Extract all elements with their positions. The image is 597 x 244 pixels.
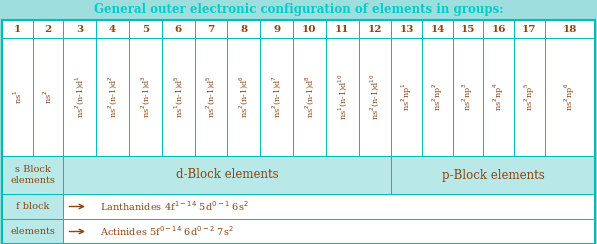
Bar [33, 38, 63, 156]
Bar [514, 38, 544, 156]
Bar [2, 156, 63, 194]
Text: p-Block elements: p-Block elements [442, 169, 544, 182]
Text: 16: 16 [491, 24, 506, 33]
Text: 11: 11 [335, 24, 349, 33]
Text: 3: 3 [76, 24, 83, 33]
Bar [129, 38, 162, 156]
Text: 5: 5 [141, 24, 149, 33]
Bar [2, 20, 33, 38]
Bar [293, 38, 326, 156]
Bar [129, 20, 162, 38]
Bar [422, 38, 453, 156]
Text: ns$^2$np$^4$: ns$^2$np$^4$ [491, 83, 506, 111]
Bar [544, 20, 595, 38]
Bar [422, 20, 453, 38]
Bar [195, 20, 227, 38]
Bar [544, 38, 595, 156]
Text: ns$^2$(n-1)d$^2$: ns$^2$(n-1)d$^2$ [106, 76, 119, 118]
Text: elements: elements [10, 227, 55, 236]
Bar [453, 38, 484, 156]
Text: 12: 12 [368, 24, 382, 33]
Text: 18: 18 [562, 24, 577, 33]
Text: 6: 6 [174, 24, 181, 33]
Bar [33, 20, 63, 38]
Bar [326, 38, 359, 156]
Bar [514, 20, 544, 38]
Text: Actinides 5f$^{0-14}$ 6d$^{0-2}$ 7s$^2$: Actinides 5f$^{0-14}$ 6d$^{0-2}$ 7s$^2$ [100, 224, 234, 238]
Text: 2: 2 [44, 24, 51, 33]
Bar [96, 38, 129, 156]
Text: 7: 7 [207, 24, 214, 33]
Text: ns$^2$(n-1)d$^8$: ns$^2$(n-1)d$^8$ [303, 76, 316, 118]
Bar [96, 20, 129, 38]
Bar [227, 38, 260, 156]
Bar [392, 20, 422, 38]
Text: ns$^2$np$^5$: ns$^2$np$^5$ [522, 83, 537, 111]
Text: 13: 13 [399, 24, 414, 33]
Bar [63, 219, 595, 244]
Text: f block: f block [16, 202, 50, 211]
Text: ns$^2$(n-1)d$^{10}$: ns$^2$(n-1)d$^{10}$ [369, 74, 381, 120]
Bar [326, 20, 359, 38]
Text: ns$^2$(n-1)d$^6$: ns$^2$(n-1)d$^6$ [238, 76, 250, 118]
Text: ns$^1$(n-1)d$^5$: ns$^1$(n-1)d$^5$ [172, 76, 184, 118]
Bar [260, 38, 293, 156]
Text: ns$^1$: ns$^1$ [11, 90, 23, 104]
Bar [2, 38, 33, 156]
Bar [162, 38, 195, 156]
Bar [359, 20, 392, 38]
Text: 14: 14 [430, 24, 445, 33]
Text: Lanthanides 4f$^{1-14}$ 5d$^{0-1}$ 6s$^2$: Lanthanides 4f$^{1-14}$ 5d$^{0-1}$ 6s$^2… [100, 200, 249, 214]
Bar [359, 38, 392, 156]
Text: ns$^2$np$^6$: ns$^2$np$^6$ [562, 83, 577, 111]
Bar [484, 38, 514, 156]
Text: 8: 8 [240, 24, 247, 33]
Text: ns$^2$np$^1$: ns$^2$np$^1$ [399, 83, 414, 111]
Bar [392, 38, 422, 156]
Bar [392, 156, 595, 194]
Bar [195, 38, 227, 156]
Text: General outer electronic configuration of elements in groups:: General outer electronic configuration o… [94, 3, 503, 17]
Bar [162, 20, 195, 38]
Bar [2, 194, 63, 219]
Text: 17: 17 [522, 24, 537, 33]
Text: ns$^2$(n-1)d$^5$: ns$^2$(n-1)d$^5$ [205, 76, 217, 118]
Bar [484, 20, 514, 38]
Text: s Block
elements: s Block elements [10, 165, 55, 185]
Bar [260, 20, 293, 38]
Bar [293, 20, 326, 38]
Text: 9: 9 [273, 24, 280, 33]
Text: ns$^2$np$^3$: ns$^2$np$^3$ [461, 83, 475, 111]
Text: 10: 10 [302, 24, 316, 33]
Text: ns$^1$(n-1)d$^{10}$: ns$^1$(n-1)d$^{10}$ [336, 74, 349, 120]
Text: ns$^2$: ns$^2$ [42, 90, 54, 104]
Bar [63, 194, 595, 219]
Text: 1: 1 [14, 24, 21, 33]
Text: 4: 4 [109, 24, 116, 33]
Text: 15: 15 [461, 24, 475, 33]
Bar [63, 156, 392, 194]
Text: ns$^2$(n-1)d$^3$: ns$^2$(n-1)d$^3$ [139, 76, 152, 118]
Text: ns$^2$np$^2$: ns$^2$np$^2$ [430, 83, 445, 111]
Bar [227, 20, 260, 38]
Text: ns$^2$(n-1)d$^1$: ns$^2$(n-1)d$^1$ [73, 76, 86, 118]
Bar [63, 20, 96, 38]
Bar [63, 38, 96, 156]
Bar [453, 20, 484, 38]
Text: ns$^2$(n-1)d$^7$: ns$^2$(n-1)d$^7$ [270, 76, 283, 118]
Bar [2, 219, 63, 244]
Text: d-Block elements: d-Block elements [176, 169, 279, 182]
